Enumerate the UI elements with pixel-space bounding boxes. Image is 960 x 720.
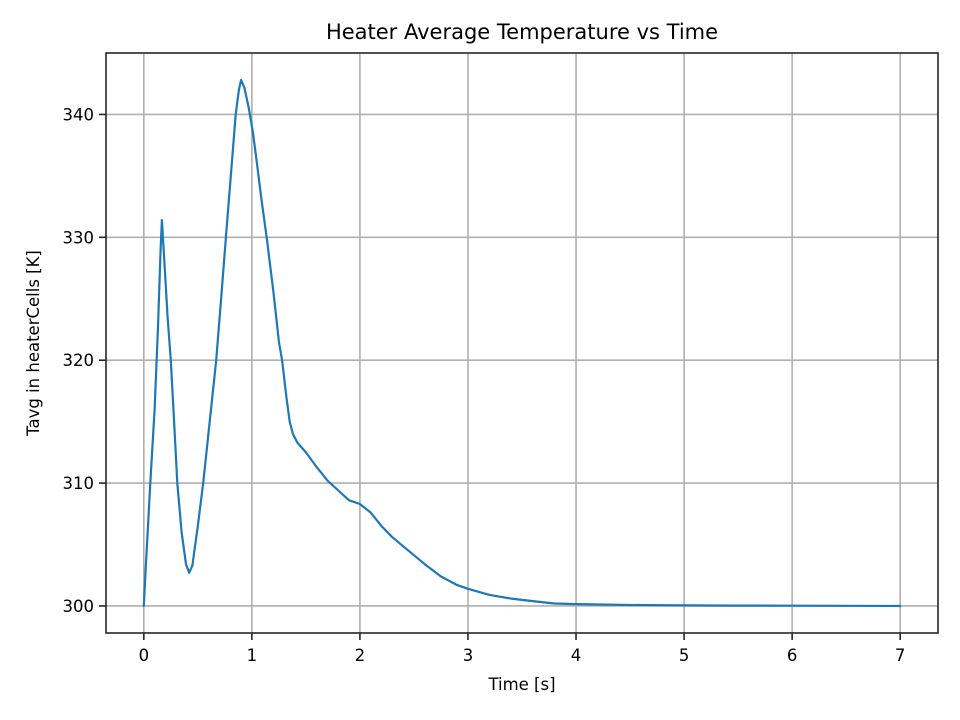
x-tick-label: 3 xyxy=(463,646,474,665)
x-tick-label: 4 xyxy=(571,646,582,665)
data-series xyxy=(142,78,902,608)
x-axis-label: Time [s] xyxy=(487,675,555,694)
x-tick-label: 1 xyxy=(247,646,258,665)
chart-title: Heater Average Temperature vs Time xyxy=(326,20,718,44)
plot-area: 0 1 2 3 4 5 6 7 300 310 320 330 340 xyxy=(63,52,939,665)
y-axis-ticks: 300 310 320 330 340 xyxy=(63,105,106,616)
x-tick-label: 0 xyxy=(139,646,150,665)
x-tick-label: 6 xyxy=(787,646,798,665)
x-tick-label: 7 xyxy=(895,646,906,665)
y-tick-label: 310 xyxy=(63,474,95,493)
axes-frame xyxy=(105,52,939,634)
x-tick-label: 2 xyxy=(355,646,366,665)
tavg-line xyxy=(142,78,902,608)
axes-background xyxy=(106,53,938,633)
y-tick-label: 320 xyxy=(63,351,95,370)
y-tick-label: 330 xyxy=(63,228,95,247)
y-tick-label: 340 xyxy=(63,105,95,124)
x-axis-ticks: 0 1 2 3 4 5 6 7 xyxy=(139,633,906,665)
y-tick-label: 300 xyxy=(63,597,95,616)
gridlines xyxy=(106,53,938,633)
x-tick-label: 5 xyxy=(679,646,690,665)
y-axis-label: Tavg in heaterCells [K] xyxy=(24,250,43,437)
